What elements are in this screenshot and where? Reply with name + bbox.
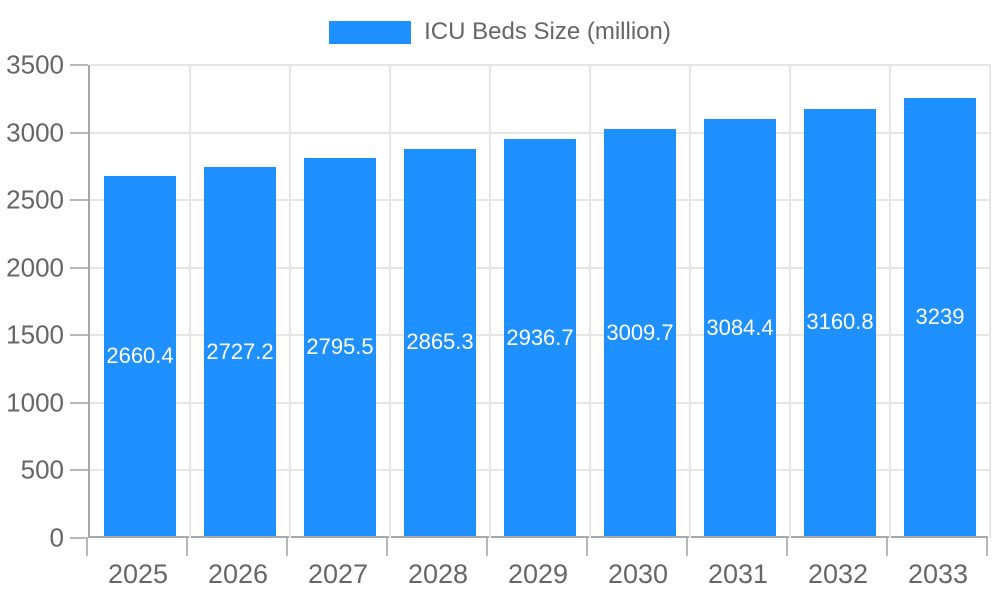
y-axis-tick: [70, 266, 88, 269]
chart-bar-2026[interactable]: 2727.2: [204, 167, 276, 536]
x-axis-tick: [286, 538, 288, 556]
y-axis-tick: [70, 334, 88, 337]
bar-value-label: 3084.4: [706, 314, 774, 340]
x-axis-tick: [186, 538, 188, 556]
x-axis-label: 2032: [807, 559, 869, 589]
chart-bar-2025[interactable]: 2660.4: [104, 176, 176, 536]
x-axis-label: 2033: [907, 559, 969, 589]
y-axis-tick: [70, 469, 88, 472]
bar-value-label: 2865.3: [406, 329, 474, 355]
bar-value-label: 2660.4: [106, 343, 174, 369]
y-axis-tick: [70, 537, 88, 539]
gridline-horizontal: [90, 131, 990, 134]
x-axis-label: 2028: [407, 559, 469, 589]
chart-bar-2033[interactable]: 3239: [904, 98, 976, 536]
gridline-vertical: [589, 65, 591, 538]
x-axis-label: 2025: [107, 559, 169, 589]
gridline-vertical: [389, 65, 391, 538]
x-axis-tick: [886, 538, 888, 556]
chart-bar-2027[interactable]: 2795.5: [304, 158, 376, 536]
chart-bar-2028[interactable]: 2865.3: [404, 148, 476, 536]
x-axis-tick: [86, 538, 88, 556]
bar-value-label: 3009.7: [606, 319, 674, 345]
bar-value-label: 2795.5: [306, 334, 374, 360]
chart-bar-2031[interactable]: 3084.4: [704, 119, 776, 536]
y-axis-label: 1500: [6, 319, 64, 350]
gridline-vertical: [989, 65, 991, 538]
y-axis-label: 3500: [6, 49, 64, 80]
gridline-vertical: [689, 65, 691, 538]
x-axis-labels: 2025 2026 2027 2028 2029 2030 2031 2032 2033: [88, 559, 988, 591]
gridline-vertical: [489, 65, 491, 538]
y-axis-label: 1000: [6, 387, 64, 418]
y-axis-label: 2500: [6, 184, 64, 215]
y-axis-label: 500: [20, 454, 64, 485]
gridline-vertical: [889, 65, 891, 538]
legend: ICU Beds Size (million): [0, 18, 1000, 46]
chart-bar-2029[interactable]: 2936.7: [504, 139, 576, 536]
legend-label: ICU Beds Size (million): [424, 18, 671, 45]
x-axis-label: 2030: [607, 559, 669, 589]
bar-value-label: 3239: [915, 304, 965, 330]
gridline-horizontal: [90, 64, 990, 66]
x-axis-tick: [386, 538, 388, 556]
x-axis-tick: [986, 538, 988, 556]
chart-bar-2030[interactable]: 3009.7: [604, 129, 676, 536]
y-axis-tick: [70, 199, 88, 202]
x-axis-tick: [486, 538, 488, 556]
chart-bar-2032[interactable]: 3160.8: [804, 108, 876, 536]
plot-area: 2660.4 2727.2 2795.5 2865.3 2936.7 3009.7 3084…: [88, 64, 991, 538]
x-axis-label: 2029: [507, 559, 569, 589]
legend-swatch: [329, 20, 412, 44]
bar-value-label: 2727.2: [206, 338, 274, 364]
x-axis-label: 2026: [207, 559, 269, 589]
y-axis-label: 3000: [6, 117, 64, 148]
legend-item-icu-beds[interactable]: ICU Beds Size (million): [329, 18, 671, 46]
bar-value-label: 3160.8: [806, 309, 874, 335]
gridline-vertical: [789, 65, 791, 538]
y-axis-tick: [70, 64, 88, 66]
x-axis-label: 2027: [307, 559, 369, 589]
bar-value-label: 2936.7: [506, 324, 574, 350]
y-axis-tick: [70, 131, 88, 134]
y-axis-label: 2000: [6, 252, 64, 283]
x-axis-tick: [686, 538, 688, 556]
x-axis-tick: [786, 538, 788, 556]
gridline-vertical: [189, 65, 191, 538]
x-axis-label: 2031: [707, 559, 769, 589]
y-axis-tick: [70, 401, 88, 404]
y-axis-label: 0: [49, 522, 64, 553]
gridline-vertical: [289, 65, 291, 538]
x-axis-tick: [586, 538, 588, 556]
